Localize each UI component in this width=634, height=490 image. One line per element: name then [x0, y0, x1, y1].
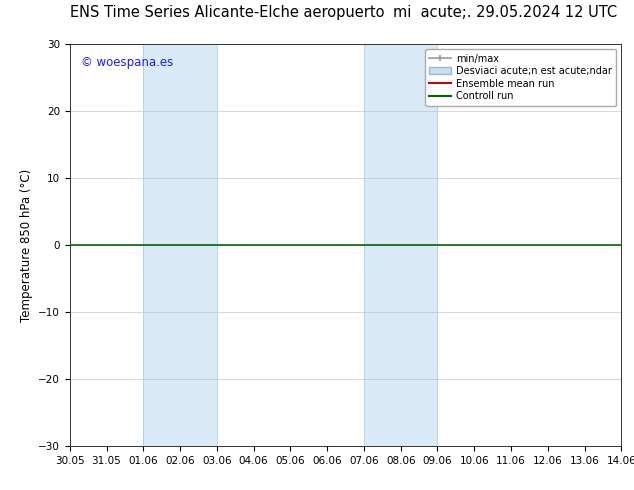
Bar: [364, 44, 437, 446]
Y-axis label: Temperature 850 hPa (°C): Temperature 850 hPa (°C): [20, 169, 32, 321]
Text: ENS Time Series Alicante-Elche aeropuerto: ENS Time Series Alicante-Elche aeropuert…: [70, 4, 384, 20]
Text: © woespana.es: © woespana.es: [81, 56, 173, 69]
Text: mi  acute;. 29.05.2024 12 UTC: mi acute;. 29.05.2024 12 UTC: [393, 4, 618, 20]
Bar: [143, 44, 217, 446]
Legend: min/max, Desviaci acute;n est acute;ndar, Ensemble mean run, Controll run: min/max, Desviaci acute;n est acute;ndar…: [425, 49, 616, 106]
